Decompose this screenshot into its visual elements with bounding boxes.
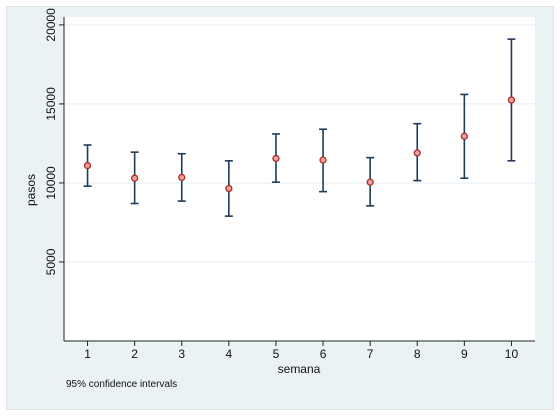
x-tick-label: 7 bbox=[367, 347, 374, 361]
mean-point-week-9 bbox=[460, 132, 469, 140]
mean-point-week-5 bbox=[272, 154, 280, 163]
x-tick-label: 3 bbox=[178, 347, 185, 361]
x-tick-label: 2 bbox=[131, 347, 138, 361]
y-axis-title: pasos bbox=[24, 174, 38, 206]
y-tick-label: 20000 bbox=[44, 8, 58, 42]
mean-point-week-1 bbox=[83, 161, 92, 170]
ci-note: 95% confidence intervals bbox=[66, 379, 177, 390]
x-axis-title: semana bbox=[278, 362, 321, 376]
plot-area bbox=[64, 17, 535, 341]
mean-points bbox=[83, 96, 516, 193]
x-ticks: 1 2 3 4 5 6 7 8 9 10 bbox=[84, 341, 518, 361]
x-tick-label: 5 bbox=[273, 347, 280, 361]
gridlines bbox=[64, 24, 535, 263]
y-tick-label: 15000 bbox=[44, 87, 58, 121]
y-tick-label: 5000 bbox=[44, 248, 58, 275]
mean-point-week-10 bbox=[507, 96, 516, 104]
x-tick-label: 8 bbox=[414, 347, 421, 361]
mean-point-week-4 bbox=[225, 184, 233, 193]
mean-point-week-2 bbox=[130, 174, 139, 182]
mean-point-week-7 bbox=[366, 178, 374, 186]
x-tick-label: 4 bbox=[226, 347, 233, 361]
y-tick-label: 10000 bbox=[44, 166, 58, 200]
axes bbox=[63, 17, 535, 342]
mean-point-week-3 bbox=[178, 173, 186, 182]
x-tick-label: 10 bbox=[505, 347, 519, 361]
y-ticks: 5000 10000 15000 20000 bbox=[44, 8, 64, 275]
x-tick-label: 1 bbox=[84, 347, 91, 361]
mean-point-week-8 bbox=[413, 149, 421, 157]
x-tick-label: 9 bbox=[461, 347, 468, 361]
x-tick-label: 6 bbox=[320, 347, 327, 361]
mean-point-week-6 bbox=[319, 156, 327, 164]
